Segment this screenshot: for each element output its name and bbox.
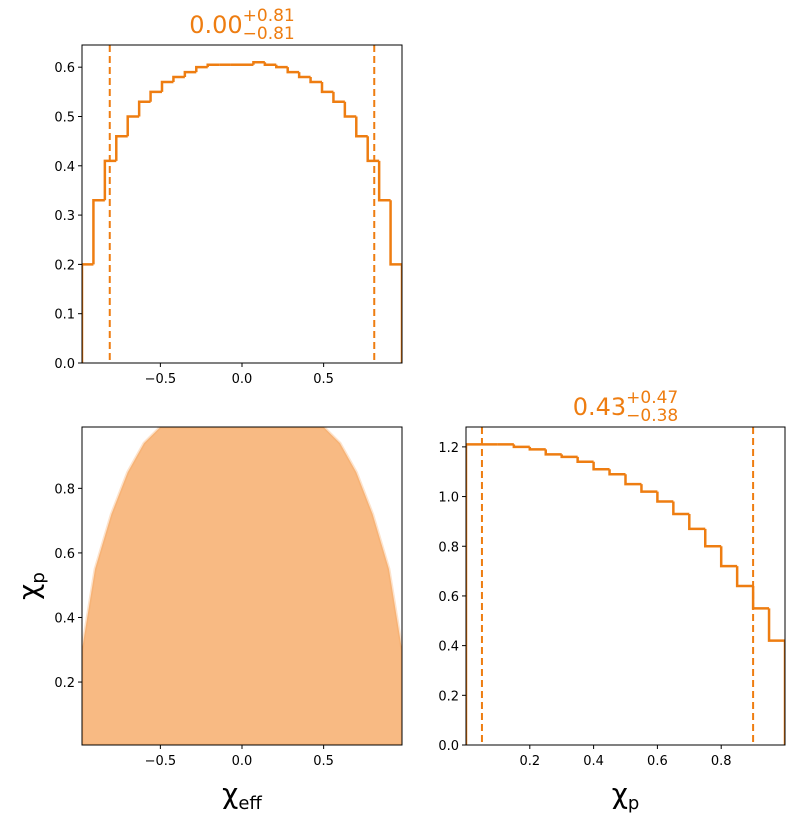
y-tick-label: 1.2: [438, 441, 459, 456]
x-tick-label: 0.0: [232, 372, 253, 387]
title-lower: −0.81: [243, 24, 295, 44]
histogram-step: [103, 159, 117, 201]
histogram-step: [366, 136, 380, 163]
y-tick-label: 0.2: [54, 258, 75, 273]
histogram-step: [466, 443, 482, 745]
x-axis-label-subscript: p: [628, 793, 639, 814]
x-tick-label: 0.8: [711, 754, 732, 769]
histogram-step: [656, 491, 674, 503]
y-tick-label: 0.6: [54, 547, 75, 562]
histogram-step: [195, 65, 208, 73]
y-tick-label: 0.2: [54, 676, 75, 691]
histogram-step: [320, 81, 334, 94]
histogram-step: [735, 566, 754, 588]
title-upper: +0.47: [626, 388, 678, 408]
y-tick-label: 0.8: [54, 482, 75, 497]
y-tick-label: 0.8: [438, 540, 459, 555]
scatter-region: [82, 427, 402, 745]
histogram-step: [92, 199, 105, 265]
histogram-step: [377, 160, 391, 202]
histogram-step: [704, 528, 722, 548]
histogram-step: [355, 116, 368, 138]
axes-frame: [465, 426, 786, 746]
x-tick-label: −0.5: [145, 754, 177, 769]
histogram-step: [332, 91, 345, 103]
histogram-step: [183, 70, 197, 78]
x-tick-label: 0.5: [313, 372, 334, 387]
y-tick-label: 0.5: [54, 110, 75, 125]
y-tick-label: 0.0: [54, 357, 75, 372]
x-tick-label: −0.5: [145, 372, 177, 387]
y-tick-label: 0.4: [438, 640, 459, 655]
plot-area: [82, 45, 402, 363]
y-tick-label: 0.2: [438, 689, 459, 704]
histogram-step: [512, 444, 530, 449]
histogram-step: [688, 513, 706, 531]
histogram-step: [592, 461, 610, 471]
histogram-step: [576, 456, 594, 464]
y-tick-label: 0.4: [54, 160, 75, 175]
histogram-step: [544, 449, 562, 456]
histogram-step: [137, 100, 151, 117]
histogram-step: [640, 484, 658, 493]
x-tick-label: 0.2: [519, 754, 540, 769]
histogram-step: [297, 72, 311, 79]
x-axis-label-subscript: eff: [238, 793, 262, 814]
x-tick-label: 0.6: [647, 754, 668, 769]
histogram-step: [624, 474, 642, 486]
histogram-step: [149, 90, 162, 102]
histogram-step: [528, 446, 546, 451]
histogram-step: [608, 469, 626, 476]
histogram-step: [115, 134, 128, 161]
y-axis-label-group: χp: [12, 572, 49, 600]
histogram-step: [343, 101, 357, 118]
histogram-step: [275, 64, 288, 69]
histogram-step: [206, 63, 220, 68]
histogram-step: [160, 80, 174, 92]
title-lower: −0.38: [626, 406, 678, 426]
histogram-step: [286, 67, 300, 74]
histogram-step: [719, 546, 738, 568]
y-tick-label: 0.0: [438, 739, 459, 754]
y-tick-label: 0.1: [54, 308, 75, 323]
plot-area: [82, 427, 402, 745]
y-tick-label: 0.3: [54, 209, 75, 224]
plot-area: [466, 427, 785, 745]
histogram-step: [672, 501, 690, 516]
histogram-step: [172, 75, 185, 82]
y-axis-label: χ: [12, 584, 45, 600]
y-tick-label: 0.4: [54, 611, 75, 626]
histogram-step: [82, 263, 94, 363]
histogram-step: [767, 608, 785, 745]
x-tick-label: 0.4: [583, 754, 604, 769]
y-tick-label: 0.6: [438, 590, 459, 605]
histogram-step: [309, 77, 322, 84]
y-axis-label-subscript: p: [28, 572, 49, 583]
x-tick-label: 0.0: [232, 754, 253, 769]
y-tick-label: 0.6: [54, 61, 75, 76]
axes-frame: [81, 44, 403, 364]
histogram-step: [389, 200, 402, 363]
histogram-step: [560, 454, 578, 459]
title-value: 0.00: [189, 11, 242, 39]
y-tick-label: 1.0: [438, 491, 459, 506]
histogram-step: [126, 115, 140, 137]
x-axis-label: χ: [612, 777, 628, 810]
histogram-step: [252, 61, 265, 65]
title-upper: +0.81: [243, 6, 295, 26]
histogram-step: [751, 586, 770, 610]
histogram-step: [263, 62, 277, 66]
x-tick-label: 0.5: [313, 754, 334, 769]
title-value: 0.43: [573, 393, 626, 421]
x-axis-label: χ: [222, 777, 238, 810]
